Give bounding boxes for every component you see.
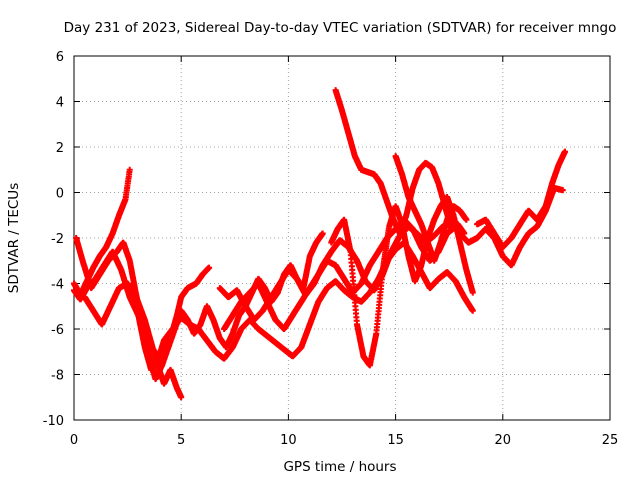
chart-title: Day 231 of 2023, Sidereal Day-to-day VTE… [64,20,617,36]
y-tick-label: -8 [51,369,64,384]
y-tick-label: -2 [51,232,64,247]
data-points [71,87,568,401]
x-tick-label: 5 [177,433,185,448]
x-tick-label: 25 [602,433,619,448]
y-tick-label: 0 [56,187,64,202]
point-markers [392,153,470,264]
y-axis-label: SDTVAR / TECUs [6,183,22,293]
x-tick-label: 10 [280,433,297,448]
y-tick-label: 6 [56,50,64,65]
y-tick-label: 2 [56,141,64,156]
series-trace-4 [81,280,185,401]
series-trace-8 [474,148,568,251]
x-axis-label: GPS time / hours [283,459,396,475]
point-markers [474,148,568,251]
y-tick-label: -4 [51,278,64,293]
point-markers [152,230,326,369]
y-tick-label: -10 [43,414,64,429]
y-tick-label: 4 [56,96,64,111]
x-tick-label: 0 [70,433,78,448]
series-trace-11 [392,153,470,264]
y-tick-label: -6 [51,323,64,338]
point-markers [81,280,185,401]
x-tick-label: 15 [387,433,404,448]
series-trace-10 [152,230,326,369]
axis-ticks: 0 5 10 15 20 25 -10 -8 -6 -4 -2 0 2 4 6 [43,50,619,448]
x-tick-label: 20 [495,433,512,448]
